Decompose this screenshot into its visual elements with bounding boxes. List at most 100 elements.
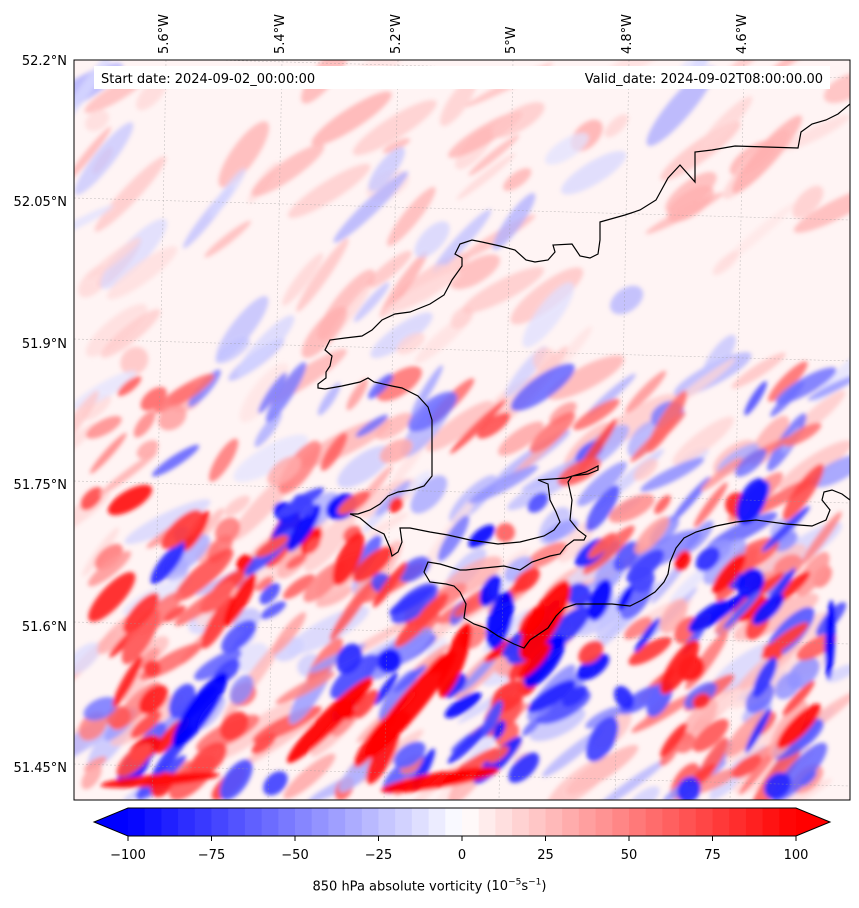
date-box [94,66,830,89]
colorbar-level [345,808,363,836]
colorbar-tick-label: 100 [784,848,809,863]
positive-vorticity-cell [282,253,324,306]
positive-vorticity-cell [379,438,413,464]
positive-vorticity-cell [223,573,257,627]
colorbar-level [211,808,229,836]
positive-vorticity-cell [468,134,520,176]
positive-vorticity-cell [388,497,403,514]
positive-vorticity-cell [660,639,700,695]
positive-vorticity-cell [209,438,239,482]
colorbar-tick-label: −50 [281,848,308,863]
longitude-gridline [498,60,514,800]
colorbar-level [612,808,630,836]
valid-date-text: Valid_date: 2024-09-02T08:00:00.00 [585,72,823,87]
positive-vorticity-cell [761,622,809,659]
negative-vorticity-cell [723,590,761,629]
negative-vorticity-cell [576,653,610,681]
positive-vorticity-cell [529,411,576,453]
positive-vorticity-cell [287,163,371,219]
negative-vorticity-cell [335,643,363,674]
negative-vorticity-cell [586,716,619,762]
positive-vorticity-cell [557,457,601,486]
negative-vorticity-cell [432,209,492,274]
negative-vorticity-cell [529,707,586,742]
positive-vorticity-cell [283,753,336,799]
positive-vorticity-cell [329,579,375,641]
positive-vorticity-cell [332,532,365,586]
positive-vorticity-cell [380,251,428,318]
positive-vorticity-cell [712,554,746,594]
negative-vorticity-cell [634,617,661,653]
negative-vorticity-cell [389,586,435,615]
colorbar-level [629,808,647,836]
positive-vorticity-cell [823,72,850,104]
colorbar-level [378,808,396,836]
colorbar-level [462,808,480,836]
negative-vorticity-cell [736,568,765,599]
negative-vorticity-cell [259,582,281,605]
negative-vorticity-cell [566,582,592,607]
positive-vorticity-cell [693,482,728,528]
colorbar-level [395,808,413,836]
negative-vorticity-cell [752,657,778,698]
negative-vorticity-cell [414,221,450,258]
positive-vorticity-cell [546,755,615,800]
positive-vorticity-cell [795,551,830,597]
colorbar-level [679,808,697,836]
colorbar-level [662,808,680,836]
colorbar-tick-label: 25 [537,848,554,863]
negative-vorticity-cell [669,564,711,604]
negative-vorticity-cell [671,476,711,523]
lon-tick-label: 5.4°W [273,14,288,54]
colorbar: −100 −75 −50 −25 0 25 50 75 100 [92,807,832,863]
positive-vorticity-cell [311,91,392,146]
plot-area [74,60,850,800]
positive-vorticity-cell [532,347,558,373]
positive-vorticity-cell [116,743,153,778]
positive-vorticity-cell [161,509,202,550]
positive-vorticity-cell [82,395,112,421]
negative-vorticity-cell [377,648,402,673]
colorbar-units: (10−5s−1) [486,878,547,895]
positive-vorticity-cell [783,422,822,447]
positive-vorticity-cell [634,516,670,555]
negative-vorticity-cell [527,679,576,713]
positive-vorticity-cell [510,267,584,325]
positive-vorticity-cell [158,405,187,431]
negative-vorticity-cell [626,786,660,800]
negative-vorticity-cell [74,205,114,241]
positive-vorticity-cell [296,238,349,312]
positive-vorticity-cell [782,680,815,716]
positive-vorticity-cell [285,553,307,570]
positive-vorticity-cell [218,121,270,188]
negative-vorticity-cell [375,480,411,517]
negative-vorticity-cell [393,741,426,768]
positive-vorticity-cell [304,537,321,554]
positive-vorticity-cell [199,581,235,614]
colorbar-level [361,808,380,836]
positive-vorticity-cell [524,541,567,570]
positive-vorticity-cell [659,598,688,634]
positive-vorticity-cell [692,693,711,709]
positive-vorticity-cell [387,186,436,247]
longitude-gridline [383,60,399,800]
positive-vorticity-cell [491,102,545,138]
negative-vorticity-cell [613,685,634,710]
positive-vorticity-cell [396,332,425,355]
negative-vorticity-cell [411,365,443,416]
positive-vorticity-cell [503,168,532,191]
negative-vorticity-cell [744,381,767,416]
negative-vorticity-cell [811,454,850,488]
positive-vorticity-cell [364,650,456,760]
negative-vorticity-cell [333,171,409,243]
lat-tick-label: 51.9°N [22,337,67,352]
positive-vorticity-cell [512,567,540,593]
negative-vorticity-cell [393,664,427,693]
negative-vorticity-cell [764,772,792,800]
positive-vorticity-cell [732,115,802,194]
negative-vorticity-cell [368,373,394,399]
negative-vorticity-cell [545,132,589,165]
positive-vorticity-cell [450,254,501,290]
negative-vorticity-cell [807,374,850,401]
negative-vorticity-cell [522,716,541,737]
